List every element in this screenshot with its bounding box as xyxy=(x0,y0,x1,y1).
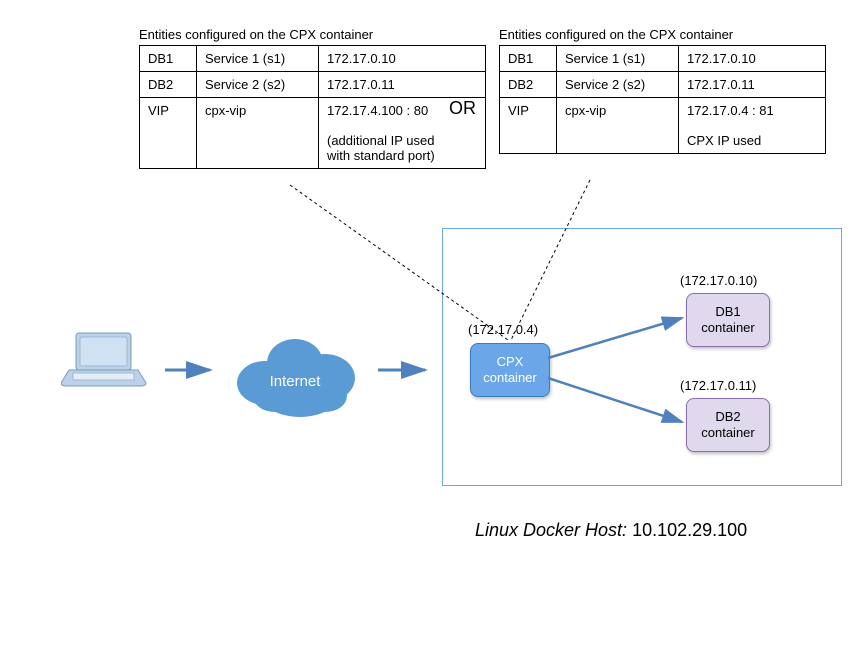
arrow-cpx-db1 xyxy=(548,318,682,358)
dash-table-right-to-cpx xyxy=(511,180,590,340)
dash-table-left-to-cpx xyxy=(290,185,508,340)
connectors-overlay xyxy=(0,0,865,649)
arrow-cpx-db2 xyxy=(548,378,682,422)
